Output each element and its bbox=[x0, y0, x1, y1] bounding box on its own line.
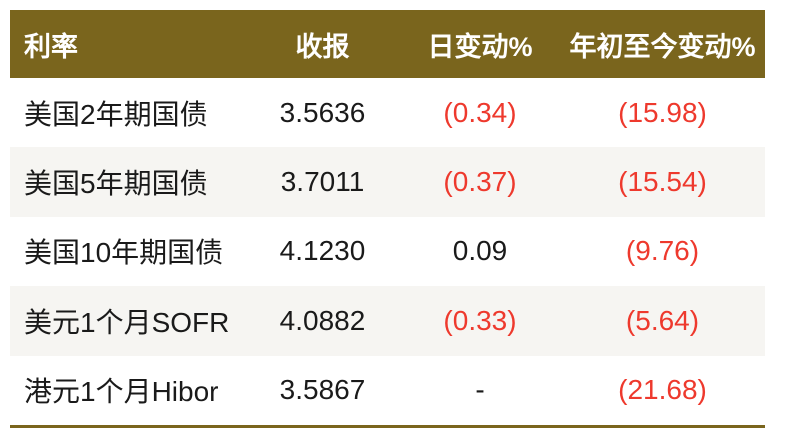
close-value: 3.7011 bbox=[280, 166, 365, 198]
rate-name: 美元1个月SOFR bbox=[24, 306, 230, 338]
table-header-row: 利率 收报 日变动% 年初至今变动% bbox=[10, 10, 765, 78]
daily-change-value: 0.09 bbox=[452, 235, 508, 267]
ytd-change-value: (21.68) bbox=[618, 374, 707, 406]
close-value: 3.5867 bbox=[279, 374, 366, 406]
daily-change-value: - bbox=[475, 374, 485, 406]
column-header-rate: 利率 bbox=[24, 31, 78, 62]
column-header-ytd-change: 年初至今变动% bbox=[569, 31, 756, 62]
table-row: 美国5年期国债 3.7011 (0.37) (15.54) bbox=[10, 147, 765, 217]
column-header-daily-change: 日变动% bbox=[427, 31, 533, 62]
rate-name: 美国2年期国债 bbox=[24, 98, 208, 130]
rate-name: 美国5年期国债 bbox=[24, 168, 208, 200]
ytd-change-value: (15.54) bbox=[618, 166, 707, 198]
daily-change-value: (0.33) bbox=[443, 304, 517, 336]
column-header-close: 收报 bbox=[295, 31, 350, 62]
ytd-change-value: (9.76) bbox=[625, 235, 700, 267]
close-value: 4.1230 bbox=[279, 235, 366, 267]
interest-rates-table: 利率 收报 日变动% 年初至今变动% 美国2年期国债 3.5636 (0.34)… bbox=[10, 10, 765, 428]
rate-name: 美国10年期国债 bbox=[24, 237, 224, 269]
daily-change-value: (0.34) bbox=[443, 96, 517, 128]
rate-name: 港元1个月Hibor bbox=[24, 376, 219, 408]
close-value: 3.5636 bbox=[279, 96, 366, 128]
table-row: 美国10年期国债 4.1230 0.09 (9.76) bbox=[10, 216, 765, 287]
table-row: 美元1个月SOFR 4.0882 (0.33) (5.64) bbox=[10, 286, 765, 356]
daily-change-value: (0.37) bbox=[443, 166, 517, 198]
ytd-change-value: (5.64) bbox=[625, 304, 700, 336]
table-row: 美国2年期国债 3.5636 (0.34) (15.98) bbox=[10, 78, 765, 148]
ytd-change-value: (15.98) bbox=[618, 96, 707, 128]
close-value: 4.0882 bbox=[279, 304, 366, 336]
table-row: 港元1个月Hibor 3.5867 - (21.68) bbox=[10, 355, 765, 425]
